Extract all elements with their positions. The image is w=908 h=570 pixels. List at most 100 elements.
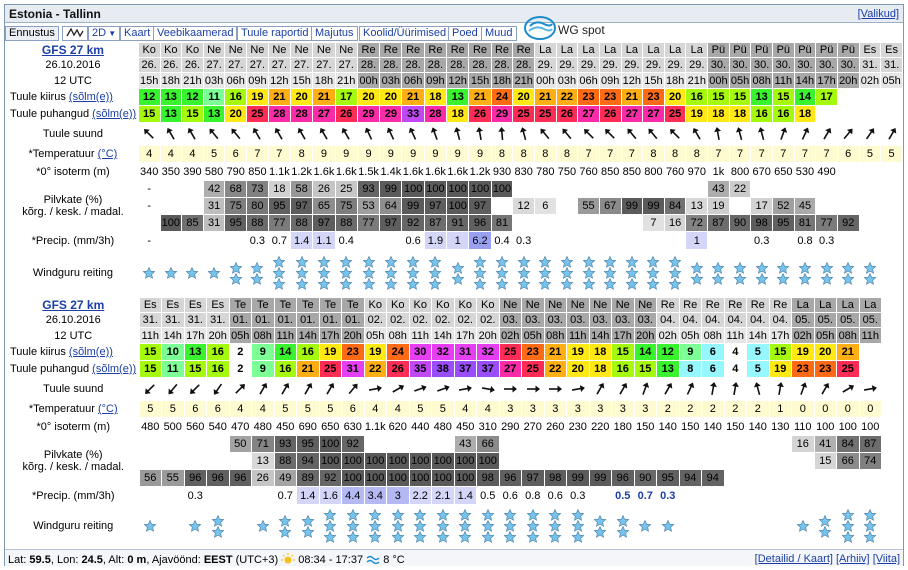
wind-direction-arrow-icon (190, 384, 201, 394)
wind-direction-arrow-icon (801, 127, 810, 140)
cloud-cover-cell (183, 435, 207, 453)
cloud-cover-cell: 100 (318, 435, 342, 453)
menu-tab-koolid[interactable]: Koolid/Üürimised (359, 26, 451, 41)
rating-star-icon (603, 256, 617, 268)
rating-star-icon (207, 267, 221, 279)
isotherm-cell: 100 (836, 417, 860, 436)
rating-star-icon (647, 267, 660, 279)
forecast-day: Es (206, 297, 230, 313)
temperature-cell: 3 (521, 400, 545, 418)
options-link[interactable]: [Valikud] (857, 8, 899, 20)
forecast-day: Ko (431, 297, 455, 313)
forecast-date-cell: 02. (386, 312, 410, 328)
wind-gust-cell: 13 (202, 105, 226, 123)
wg-spot-label[interactable]: WG spot (558, 23, 605, 37)
wind-gust-cell: 37 (453, 360, 477, 378)
wind-unit-link[interactable]: (sõlm(e)) (68, 346, 113, 358)
archive-link[interactable]: [Arhiiv] (836, 553, 870, 565)
wind-speed-cell: 20 (289, 88, 314, 106)
cloud-cover-cell: 97 (289, 197, 314, 215)
wind-gust-cell: 26 (334, 105, 358, 123)
temperature-cell: 3 (611, 400, 635, 418)
model-link[interactable]: GFS 27 km (42, 298, 105, 312)
rating-cell (224, 249, 248, 297)
precipitation-cell: 2.1 (431, 486, 455, 505)
cloud-cover-cell: 100 (408, 452, 432, 470)
model-link[interactable]: GFS 27 km (41, 43, 104, 57)
wind-gust-cell: 27 (620, 105, 644, 123)
rating-cell (858, 504, 882, 548)
cloud-cover-cell: 81 (490, 214, 514, 232)
temperature-cell: 8 (685, 145, 709, 163)
temp-unit-link[interactable]: (°C) (97, 148, 118, 160)
cloud-cover-cell: 74 (858, 452, 882, 470)
rating-star-icon (413, 520, 427, 532)
rating-cell (566, 504, 590, 548)
water-temperature: 8 °C (383, 554, 405, 566)
rating-star-icon (755, 261, 769, 274)
isotherm-cell: 140 (656, 417, 680, 436)
rating-star-icon (473, 278, 487, 290)
precipitation-cell: 0.3 (815, 231, 838, 250)
cloud-cover-cell (858, 214, 882, 232)
menu-tab-majutus[interactable]: Majutus (311, 26, 358, 41)
wind-gust-cell: 20 (224, 105, 248, 123)
wind-speed-cell: 21 (620, 88, 644, 106)
wind-gust-cell: 22 (543, 360, 567, 378)
cloud-cover-cell: 18 (267, 180, 292, 198)
forecast-day: Pü (793, 42, 817, 58)
menu-tab-tuule-raportid[interactable]: Tuule raportid (237, 26, 313, 41)
rating-star-icon (188, 520, 202, 532)
rating-star-icon (647, 256, 660, 268)
share-link[interactable]: [Viita] (872, 553, 900, 565)
cloud-cover-cell (521, 452, 545, 470)
menu-tab-2d[interactable]: 2D ▼ (88, 26, 121, 41)
cloud-cover-cell: 50 (228, 435, 252, 453)
wind-direction-cell (555, 122, 579, 146)
rating-star-icon (548, 531, 562, 543)
cloud-cover-cell: 94 (701, 469, 725, 487)
gust-unit-link[interactable]: (sõlm(e)) (92, 363, 137, 375)
isotherm-cell: 470 (228, 417, 252, 436)
wind-unit-link[interactable]: (sõlm(e)) (68, 91, 113, 103)
menu-tab-poed[interactable]: Poed (448, 26, 482, 41)
rating-star-icon (495, 267, 509, 279)
cloud-cover-cell (588, 435, 612, 453)
rating-star-icon (362, 267, 375, 279)
wind-gust-cell: 16 (206, 360, 230, 378)
forecast-date-cell: 27. (334, 57, 358, 73)
menu-tab-veebikaamerad[interactable]: Veebikaamerad (153, 26, 238, 41)
wind-direction-cell (206, 377, 230, 401)
gust-unit-link[interactable]: (sõlm(e)) (92, 108, 137, 120)
cloud-cover-cell: 95 (224, 214, 248, 232)
temp-unit-link[interactable]: (°C) (97, 403, 118, 415)
rating-star-icon (560, 267, 574, 279)
cloud-cover-cell: 41 (813, 435, 837, 453)
forecast-day: Ne (588, 297, 612, 313)
menu-tab-muud[interactable]: Muud (481, 26, 517, 41)
wind-direction-arrow-icon (364, 127, 372, 140)
rating-cell (598, 249, 622, 297)
precipitation-cell (533, 231, 557, 250)
wind-gust-cell: 8 (678, 360, 702, 378)
cloud-cover-cell: 100 (431, 452, 455, 470)
menu-tab-kaart[interactable]: Kaart (120, 26, 155, 41)
temperature-cell: 0 (858, 400, 882, 418)
rating-cell (642, 249, 665, 297)
cloud-cover-cell (386, 435, 410, 453)
forecast-date-cell: 26. (137, 57, 161, 73)
wg-spot-logo-icon[interactable] (522, 15, 558, 41)
rating-cell (656, 504, 680, 548)
rating-cell (386, 504, 410, 548)
wind-direction-arrow-icon (526, 385, 540, 393)
cloud-cover-cell: 90 (728, 214, 752, 232)
details-map-link[interactable]: [Detailid / Kaart] (754, 553, 833, 565)
isotherm-cell: 480 (251, 417, 275, 436)
menu-tab-graph[interactable] (62, 26, 88, 41)
precipitation-cell (588, 486, 612, 505)
rating-cell (356, 249, 381, 297)
cloud-cover-cell: 52 (772, 197, 795, 215)
menu-tab-ennustus[interactable]: Ennustus (5, 26, 59, 41)
wind-direction-cell (707, 122, 730, 146)
precipitation-cell: 0.3 (246, 231, 269, 250)
